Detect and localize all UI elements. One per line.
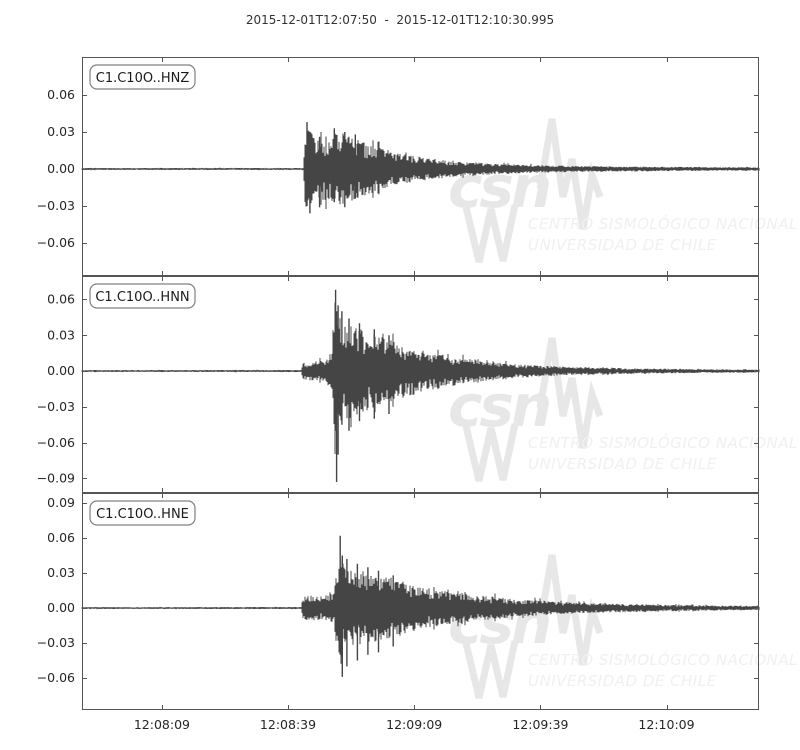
time-range-title: 2015-12-01T12:07:50 - 2015-12-01T12:10:3… <box>245 13 555 27</box>
watermark-line1: CENTRO SISMOLÓGICO NACIONAL <box>528 433 798 452</box>
waveform-trace-HNN <box>81 302 760 454</box>
station-label-box <box>89 64 196 90</box>
station-label-box <box>89 500 196 526</box>
panel-border <box>82 57 759 276</box>
watermark-wave-icon <box>462 204 519 263</box>
panel-border <box>82 493 759 710</box>
ytick-label: 0.03 <box>47 327 75 342</box>
xtick-label: 12:08:09 <box>134 717 190 732</box>
xtick-label: 12:08:39 <box>260 717 316 732</box>
ytick-label: 0.09 <box>47 495 75 510</box>
ytick-label: −0.06 <box>37 435 75 450</box>
tick-marks <box>82 276 759 493</box>
ytick-label: −0.06 <box>37 670 75 685</box>
station-label: C1.C10O..HNZ <box>96 71 190 86</box>
waveform-peaks-HNZ <box>306 122 356 214</box>
watermark-line1: CENTRO SISMOLÓGICO NACIONAL <box>528 650 798 669</box>
watermark-wave-icon <box>462 423 519 482</box>
xtick-label: 12:09:39 <box>512 717 568 732</box>
station-label: C1.C10O..HNN <box>95 290 189 305</box>
waveform-trace-HNZ <box>81 130 760 209</box>
watermark-wave-icon <box>462 640 519 699</box>
waveform-peaks-HNE <box>339 535 394 677</box>
xtick-label: 12:10:09 <box>638 717 694 732</box>
ytick-label: 0.03 <box>47 565 75 580</box>
station-label-box <box>89 283 196 309</box>
watermark-line1: CENTRO SISMOLÓGICO NACIONAL <box>528 214 798 233</box>
ytick-label: −0.03 <box>37 399 75 414</box>
ytick-label: 0.06 <box>47 87 75 102</box>
ytick-label: −0.06 <box>37 235 75 250</box>
ytick-label: 0.03 <box>47 124 75 139</box>
ytick-label: −0.03 <box>37 198 75 213</box>
ytick-label: 0.00 <box>47 161 75 176</box>
waveform-peaks-HNN <box>334 289 390 482</box>
watermark-zigzag-icon <box>536 337 604 449</box>
waveform-trace-HNE <box>81 559 760 664</box>
panel-border <box>82 276 759 493</box>
xtick-label: 12:09:09 <box>386 717 442 732</box>
watermark-line2: UNIVERSIDAD DE CHILE <box>528 236 717 254</box>
tick-marks <box>82 57 759 276</box>
tick-marks <box>82 493 759 710</box>
ytick-label: −0.09 <box>37 471 75 486</box>
watermark-line2: UNIVERSIDAD DE CHILE <box>528 672 717 690</box>
ytick-label: 0.00 <box>47 600 75 615</box>
ytick-label: −0.03 <box>37 635 75 650</box>
station-label: C1.C10O..HNE <box>96 507 189 522</box>
watermark-acronym: csn <box>448 153 549 221</box>
ytick-label: 0.00 <box>47 363 75 378</box>
ytick-label: 0.06 <box>47 530 75 545</box>
ytick-label: 0.06 <box>47 292 75 307</box>
watermark-line2: UNIVERSIDAD DE CHILE <box>528 455 717 473</box>
watermark-zigzag-icon <box>536 118 604 230</box>
